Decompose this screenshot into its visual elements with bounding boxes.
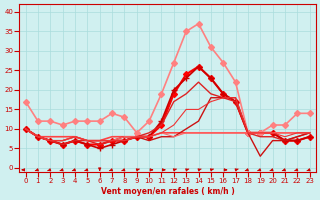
X-axis label: Vent moyen/en rafales ( km/h ): Vent moyen/en rafales ( km/h ) — [101, 187, 235, 196]
